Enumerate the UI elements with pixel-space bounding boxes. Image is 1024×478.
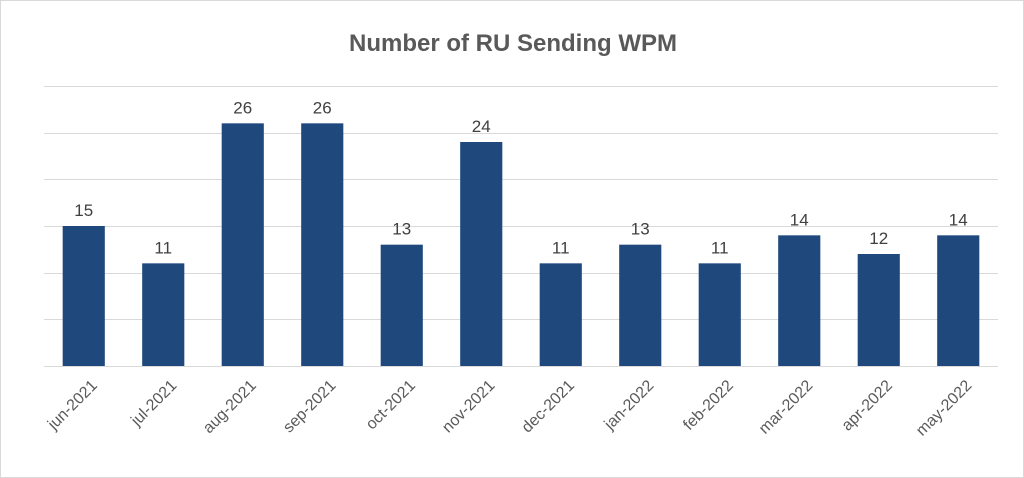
bar <box>539 263 582 366</box>
x-tick-label: dec-2021 <box>519 377 578 436</box>
bars <box>62 123 980 366</box>
x-tick-label: may-2022 <box>913 377 975 439</box>
bar <box>778 235 821 366</box>
data-label: 15 <box>74 201 93 220</box>
bar <box>301 123 344 366</box>
bar <box>221 123 264 366</box>
data-label: 11 <box>711 238 729 257</box>
data-label: 14 <box>790 210 809 229</box>
x-tick-label: feb-2022 <box>680 377 737 434</box>
x-tick-label: nov-2021 <box>439 377 498 436</box>
bar <box>937 235 980 366</box>
bar <box>62 226 105 366</box>
x-tick-label: mar-2022 <box>756 377 817 438</box>
x-tick-label: jan-2022 <box>601 377 658 434</box>
bar <box>857 254 900 366</box>
data-labels: 15 11 26 26 13 24 11 13 11 14 12 14 <box>74 98 967 257</box>
x-tick-label: oct-2021 <box>363 377 419 433</box>
x-axis-tick-labels: jun-2021 jul-2021 aug-2021 sep-2021 oct-2021… <box>44 377 975 439</box>
x-tick-label: jun-2021 <box>44 377 101 434</box>
x-tick-label: sep-2021 <box>280 377 339 436</box>
data-label: 13 <box>631 220 650 239</box>
data-label: 14 <box>949 210 968 229</box>
data-label: 26 <box>233 98 252 117</box>
x-tick-label: apr-2022 <box>839 377 896 434</box>
bar <box>619 244 662 366</box>
gridlines <box>44 86 998 367</box>
data-label: 26 <box>313 98 332 117</box>
bar <box>698 263 741 366</box>
bar <box>460 142 503 366</box>
bar <box>142 263 185 366</box>
data-label: 11 <box>552 238 570 257</box>
data-label: 24 <box>472 117 491 136</box>
data-label: 12 <box>869 229 888 248</box>
data-label: 11 <box>154 238 172 257</box>
data-label: 13 <box>392 220 411 239</box>
x-tick-label: aug-2021 <box>200 377 260 437</box>
chart-title: Number of RU Sending WPM <box>349 30 677 57</box>
x-tick-label: jul-2021 <box>127 377 180 430</box>
bar <box>380 244 423 366</box>
